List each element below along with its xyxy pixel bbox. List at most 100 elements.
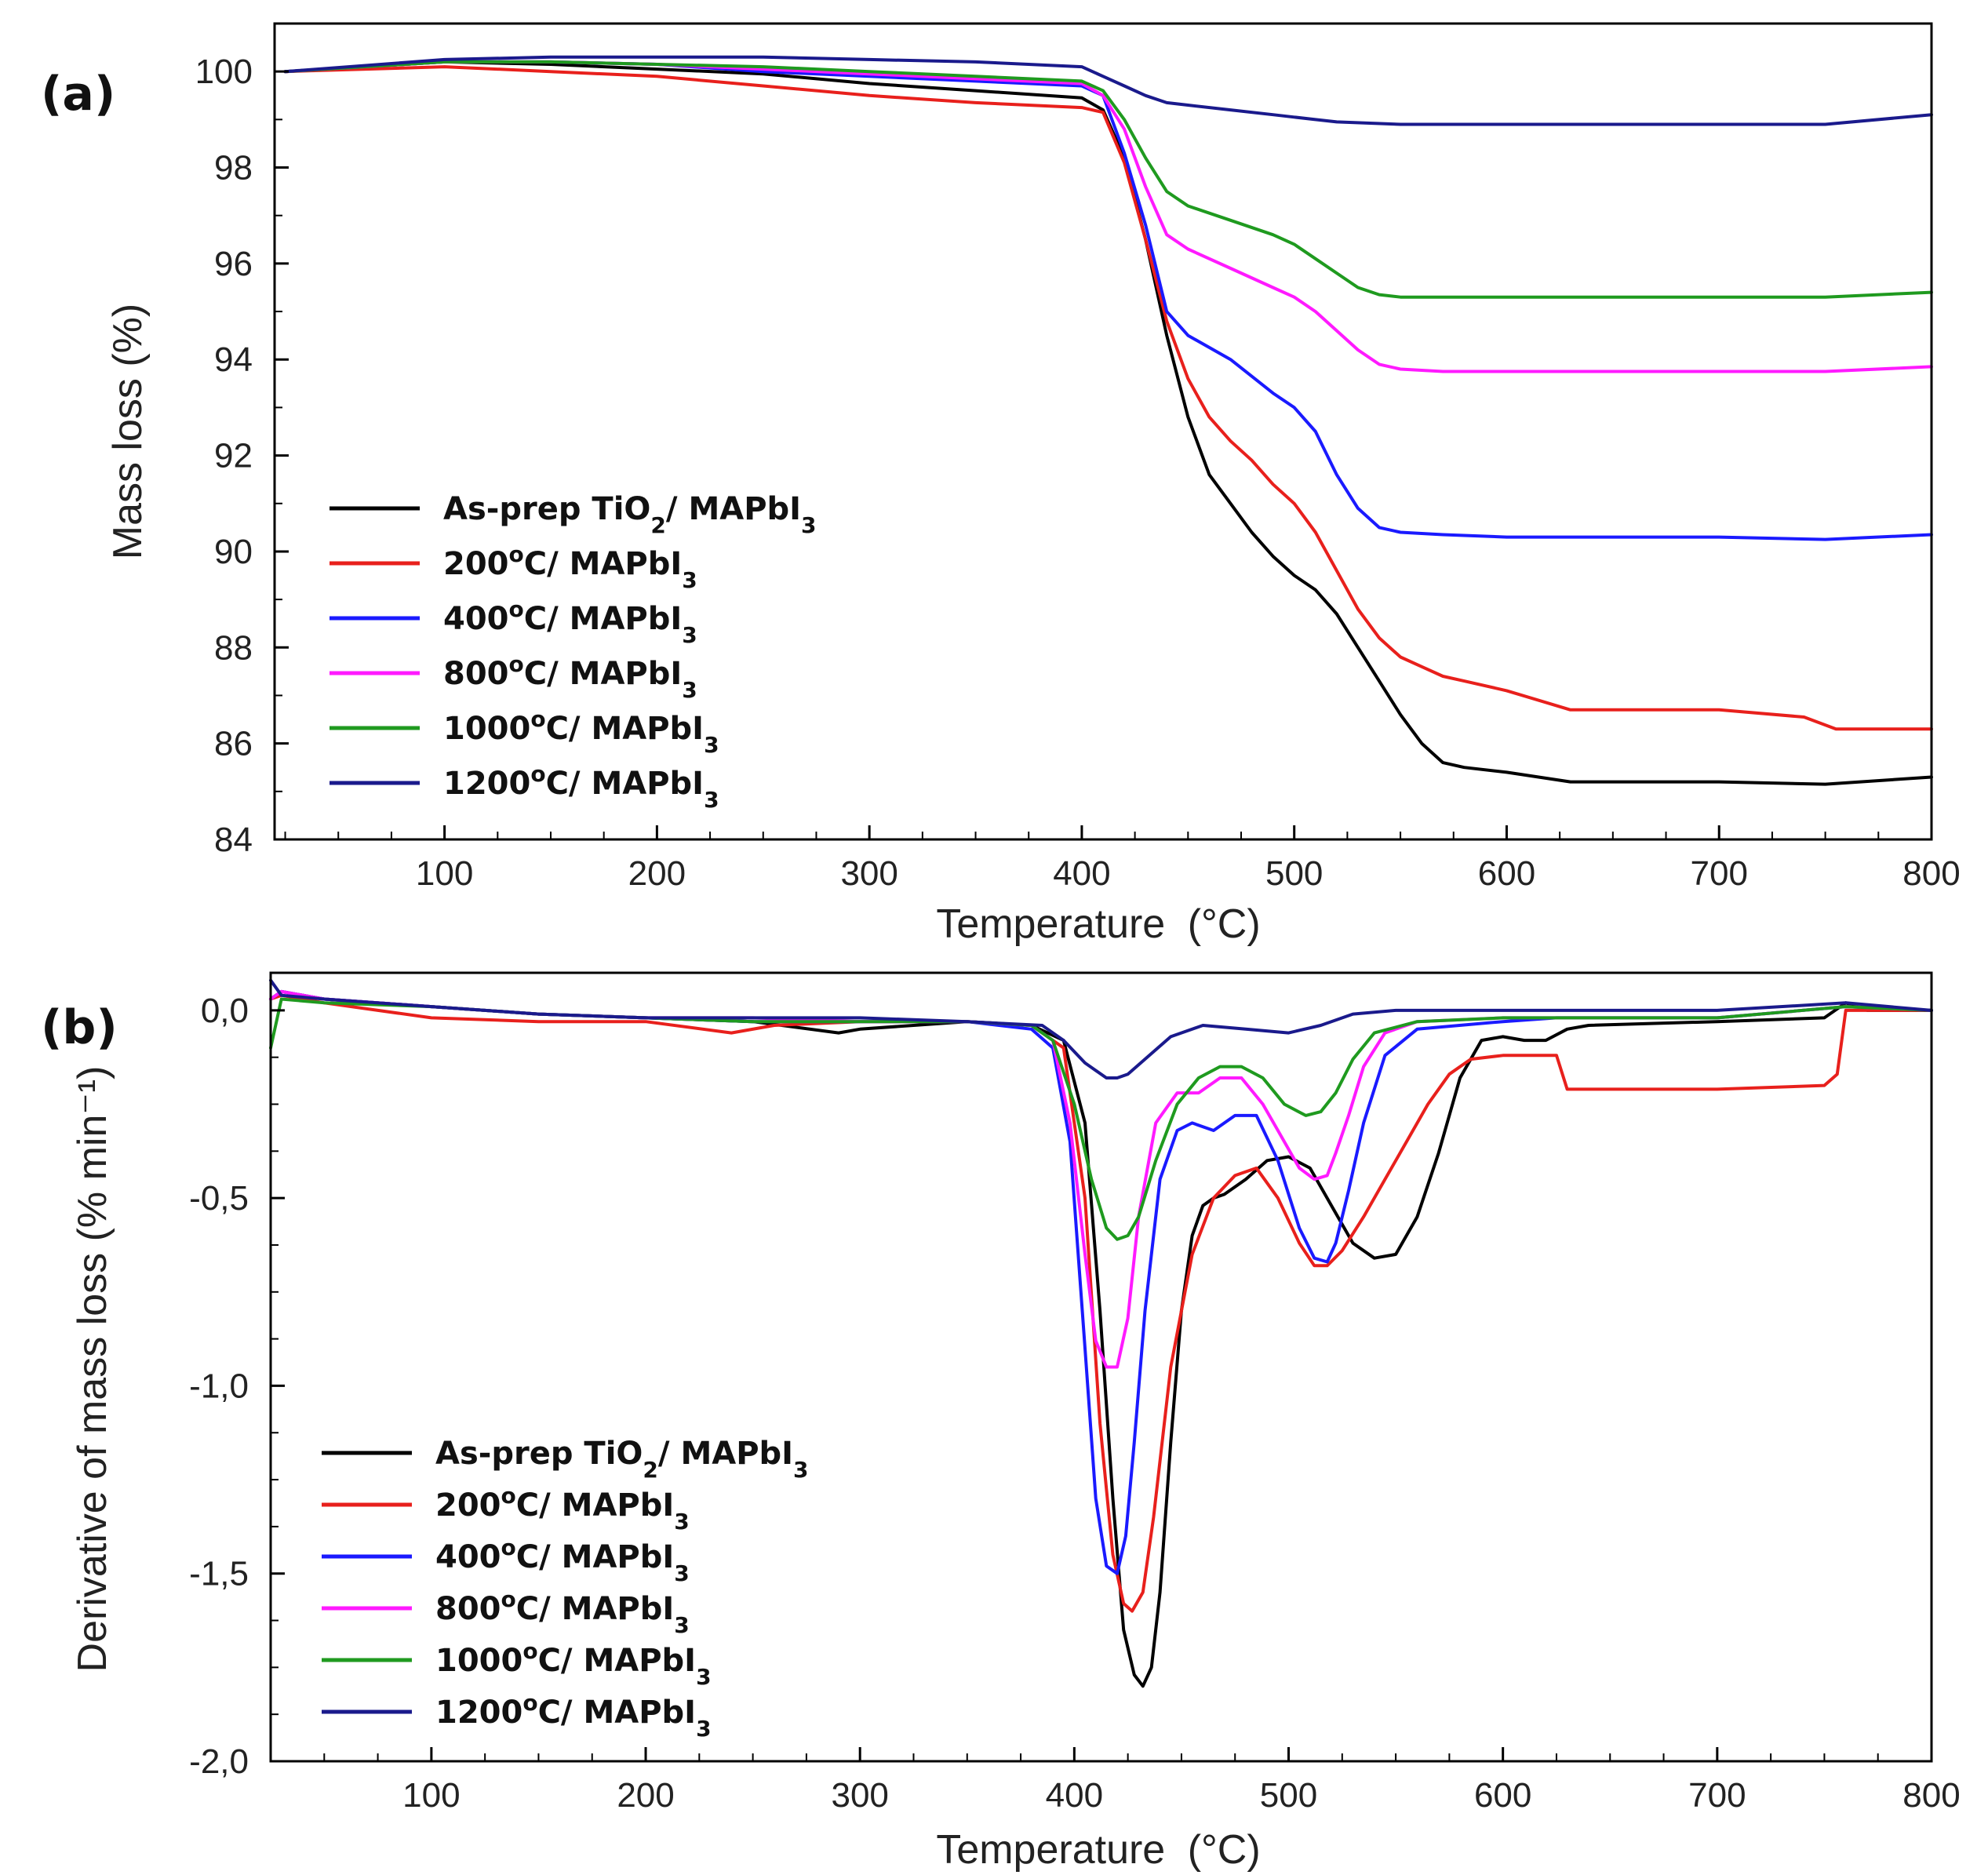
panel-b-x-axis-title: Temperature (°C): [936, 1827, 1260, 1873]
x-tick-label: 600: [1478, 854, 1535, 893]
legend-subscript: 3: [682, 567, 697, 593]
y-tick-label: 96: [214, 245, 253, 283]
panel-a-x-axis-title-text: Temperature: [936, 901, 1165, 947]
legend-degree: o: [509, 596, 524, 622]
series-line-400-c-mapbi3: [269, 989, 1933, 1575]
x-tick-label: 600: [1474, 1776, 1531, 1815]
x-tick-label: 400: [1053, 854, 1110, 893]
legend-text-part: C/ MAPbI: [516, 1591, 674, 1627]
legend-text-part: 1000: [435, 1643, 522, 1679]
x-tick-label: 500: [1260, 1776, 1317, 1815]
panel-b: (b) 0,0 -0,5 -1,0 -1,5 -2,0 100 200 300 400 500 6…: [41, 971, 1961, 1873]
panel-b-x-ticks: 100 200 300 400 500 600 700 800: [270, 1747, 1961, 1815]
legend-subscript: 3: [793, 1457, 808, 1483]
panel-b-y-axis-title: Derivative of mass loss (% min⁻¹): [70, 1066, 115, 1673]
legend-text-part: 200: [435, 1487, 501, 1524]
panel-a-y-ticks: 84 86 88 90 92 94 96 98 100: [195, 53, 289, 859]
y-tick-label: 88: [214, 628, 253, 667]
legend-subscript: 3: [674, 1560, 689, 1586]
legend-text-part: 1200: [443, 766, 530, 802]
y-tick-label: 94: [214, 340, 253, 379]
series-line-as-prep-tio2-mapbi3: [283, 60, 1933, 786]
legend-label-1200-c-mapbi3: 1200oC/ MAPbI3: [443, 761, 719, 813]
legend-subscript: 3: [704, 787, 719, 813]
legend-label-800-c-mapbi3: 800oC/ MAPbI3: [435, 1586, 690, 1638]
series-line-1200-c-mapbi3: [269, 978, 1933, 1079]
legend-text-part: As-prep TiO: [435, 1436, 643, 1472]
x-tick-label: 100: [402, 1776, 460, 1815]
legend-label-1000-c-mapbi3: 1000oC/ MAPbI3: [435, 1638, 712, 1690]
legend-text-part: C/ MAPbI: [516, 1539, 674, 1575]
x-tick-label: 300: [831, 1776, 888, 1815]
panel-b-label: (b): [41, 1000, 118, 1055]
legend-text-part: 800: [435, 1591, 501, 1627]
legend-subscript: 3: [682, 622, 697, 648]
legend-label-400-c-mapbi3: 400oC/ MAPbI3: [435, 1535, 690, 1586]
legend-subscript: 3: [674, 1612, 689, 1638]
legend-subscript: 2: [650, 512, 665, 538]
y-tick-label: 98: [214, 149, 253, 188]
legend-text-part: 400: [435, 1539, 501, 1575]
panel-a-x-axis-title-unit: (°C): [1188, 901, 1261, 947]
series-line-1000-c-mapbi3: [283, 60, 1933, 299]
panel-a-x-ticks: 100 200 300 400 500 600 700 800: [284, 825, 1961, 893]
legend-text-part: C/ MAPbI: [524, 546, 682, 582]
legend-text-part: 200: [443, 546, 509, 582]
panel-b-plot: [269, 978, 1933, 1688]
legend-label-200-c-mapbi3: 200oC/ MAPbI3: [443, 541, 697, 593]
legend-text-part: 800: [443, 656, 509, 692]
legend-subscript: 3: [682, 677, 697, 703]
y-tick-label: 0,0: [201, 992, 249, 1030]
series-line-400-c-mapbi3: [283, 60, 1933, 541]
series-line-as-prep-tio2-mapbi3: [269, 989, 1933, 1688]
legend-label-as-prep-tio2-mapbi3: As-prep TiO2/ MAPbI3: [443, 491, 817, 538]
legend-text-part: C/ MAPbI: [538, 1695, 696, 1731]
panel-a-plot: [283, 55, 1933, 786]
legend-label-200-c-mapbi3: 200oC/ MAPbI3: [435, 1483, 690, 1535]
y-tick-label: -1,0: [189, 1367, 249, 1405]
panel-b-y-ticks: 0,0 -0,5 -1,0 -1,5 -2,0: [189, 992, 285, 1781]
x-tick-label: 200: [617, 1776, 674, 1815]
legend-label-as-prep-tio2-mapbi3: As-prep TiO2/ MAPbI3: [435, 1436, 809, 1483]
y-tick-label: -2,0: [189, 1742, 249, 1781]
panel-b-frame: [269, 971, 1933, 1763]
legend-text-part: C/ MAPbI: [538, 1643, 696, 1679]
legend-subscript: 3: [696, 1716, 711, 1742]
legend-label-1000-c-mapbi3: 1000oC/ MAPbI3: [443, 706, 719, 758]
legend-subscript: 3: [674, 1509, 689, 1535]
legend-text-part: C/ MAPbI: [516, 1487, 674, 1524]
panel-a-y-axis-title: Mass loss (%): [105, 304, 151, 559]
panel-b-x-axis-title-text: Temperature: [936, 1827, 1165, 1873]
legend-subscript: 2: [643, 1457, 657, 1483]
legend-degree: o: [509, 651, 524, 677]
legend-label-800-c-mapbi3: 800oC/ MAPbI3: [443, 651, 697, 703]
legend-degree: o: [530, 706, 545, 732]
y-tick-label: 90: [214, 533, 253, 571]
x-tick-label: 700: [1691, 854, 1748, 893]
legend-degree: o: [501, 1535, 516, 1560]
x-tick-label: 500: [1265, 854, 1323, 893]
legend-degree: o: [530, 761, 545, 787]
legend-text-part: / MAPbI: [658, 1436, 793, 1472]
legend-text-part: / MAPbI: [666, 491, 801, 527]
series-line-1000-c-mapbi3: [269, 997, 1933, 1241]
series-line-200-c-mapbi3: [283, 65, 1933, 731]
legend-label-1200-c-mapbi3: 1200oC/ MAPbI3: [435, 1690, 712, 1742]
x-tick-label: 800: [1902, 854, 1960, 893]
x-tick-label: 700: [1688, 1776, 1746, 1815]
panel-a: (a) 84 86 88 90 92 94 96 98 100 100 200 300 400 500 6…: [41, 22, 1961, 947]
legend-label-400-c-mapbi3: 400oC/ MAPbI3: [443, 596, 697, 648]
y-tick-label: -1,5: [189, 1555, 249, 1593]
legend-degree: o: [522, 1690, 537, 1716]
panel-a-label: (a): [41, 67, 115, 122]
legend-text-part: C/ MAPbI: [524, 601, 682, 637]
legend-text-part: 400: [443, 601, 509, 637]
series-line-1200-c-mapbi3: [283, 55, 1933, 126]
legend-text-part: 1000: [443, 711, 530, 747]
x-tick-label: 800: [1902, 1776, 1960, 1815]
legend-text-part: C/ MAPbI: [546, 711, 704, 747]
legend-degree: o: [509, 541, 524, 567]
